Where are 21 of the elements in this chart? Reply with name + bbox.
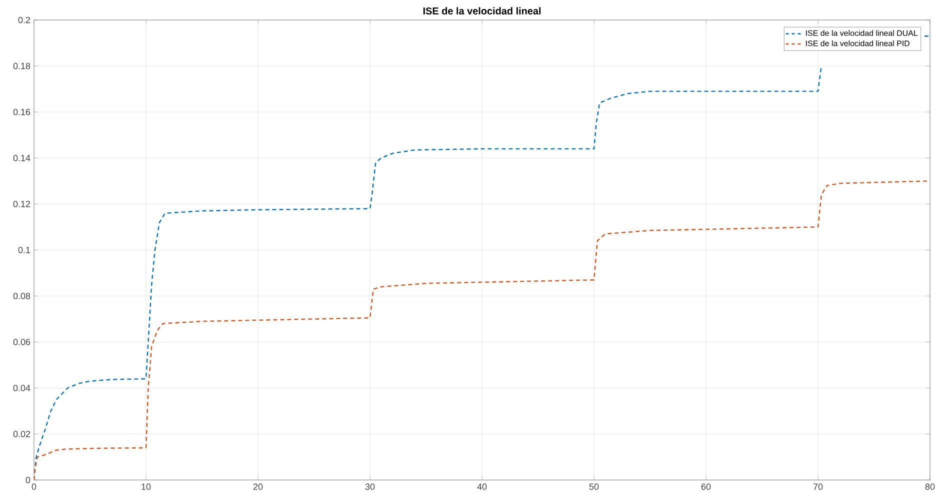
y-tick-label: 0.2 [18, 16, 30, 24]
x-tick-label: 20 [253, 484, 263, 490]
x-tick-label: 10 [142, 484, 151, 490]
y-tick-label: 0.1 [18, 246, 30, 254]
y-tick-label: 0.14 [13, 154, 30, 162]
y-tick-label: 0.06 [13, 338, 30, 346]
y-tick-label: 0.12 [13, 200, 30, 208]
y-tick-label: 0.16 [13, 108, 30, 116]
chart-title: ISE de la velocidad lineal [423, 7, 541, 14]
x-tick-label: 0 [32, 484, 36, 490]
y-tick-label: 0.02 [13, 430, 30, 438]
x-tick-label: 80 [925, 484, 935, 490]
y-tick-label: 0.18 [13, 62, 30, 70]
x-tick-label: 40 [477, 484, 487, 490]
y-tick-label: 0.08 [13, 292, 30, 300]
y-tick-label: 0.04 [13, 384, 30, 392]
x-tick-label: 60 [701, 484, 711, 490]
x-tick-label: 30 [365, 484, 375, 490]
x-tick-label: 50 [589, 484, 599, 490]
y-tick-label: 0 [26, 476, 30, 484]
x-tick-label: 70 [813, 484, 823, 490]
